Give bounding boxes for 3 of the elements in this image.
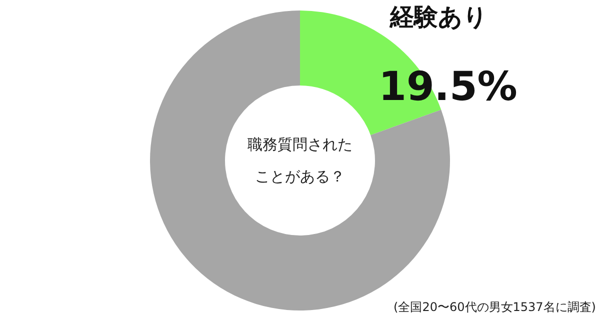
text: 職務質問されたことがある？	[248, 136, 352, 186]
slice-label: 経験あり	[389, 3, 488, 31]
text: (全国20〜60代の男女1537名に調査)	[394, 300, 596, 314]
